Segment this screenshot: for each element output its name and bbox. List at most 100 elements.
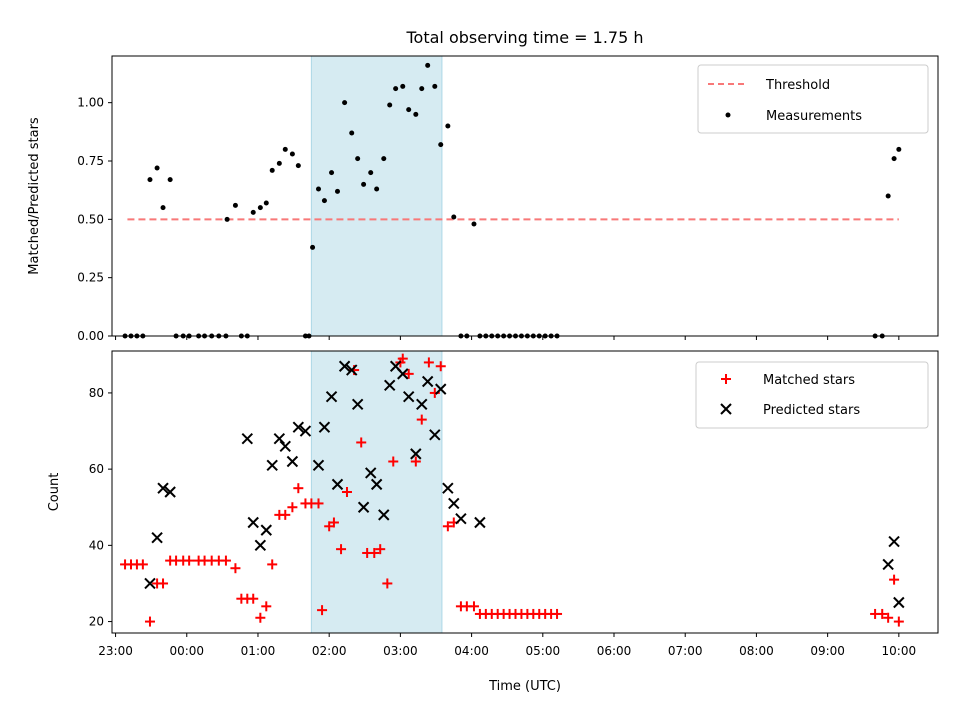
predicted-point [346, 364, 358, 376]
measurement-point [891, 156, 897, 162]
measurement-point [438, 142, 444, 148]
matched-point [317, 605, 328, 616]
matched-point [375, 544, 386, 555]
measurement-point [160, 205, 166, 211]
predicted-point [164, 486, 176, 498]
measurement-point [413, 111, 419, 117]
measurement-point [295, 163, 301, 169]
legend-plus-marker [721, 374, 731, 384]
measurement-point [289, 151, 295, 157]
x-tick-label: 07:00 [668, 644, 703, 658]
matched-point [280, 509, 291, 520]
measurement-point [316, 186, 321, 192]
x-tick-label: 09:00 [810, 644, 845, 658]
measurement-point [471, 221, 477, 227]
measurement-point [393, 86, 399, 92]
measurement-point [310, 244, 316, 250]
matched-point [328, 517, 339, 528]
chart-title: Total observing time = 1.75 h [405, 28, 643, 47]
predicted-point [448, 497, 460, 510]
predicted-point [888, 535, 900, 548]
measurement-point [885, 193, 891, 199]
matched-point [369, 547, 380, 558]
measurement-point [349, 130, 355, 136]
matched-point [336, 544, 347, 555]
matched-point [261, 601, 272, 612]
measurement-point [432, 83, 438, 89]
x-tick-label: 23:00 [98, 644, 133, 658]
predicted-point [151, 532, 163, 544]
predicted-point [370, 478, 383, 491]
matched-point [230, 563, 241, 574]
count-y-axis-ticks: 20 40 60 80 [89, 386, 112, 629]
predicted-point [157, 482, 169, 494]
count-legend: Matched stars Predicted stars [695, 361, 929, 429]
y-tick-label: 0.25 [77, 271, 104, 285]
measurement-point [374, 186, 380, 192]
measurement-point [342, 100, 348, 106]
measurement-point [419, 86, 425, 92]
matched-point [287, 502, 298, 513]
predicted-point [383, 379, 396, 392]
predicted-point [273, 432, 286, 445]
matched-point [435, 361, 446, 372]
predicted-point [410, 448, 422, 460]
measurement-point [381, 156, 387, 162]
matched-point [267, 559, 278, 570]
predicted-point [357, 501, 370, 513]
matched-point [293, 483, 304, 494]
matched-point [877, 608, 888, 619]
y-tick-label: 40 [89, 538, 104, 552]
legend-matched-label: Matched stars [763, 373, 855, 388]
ratio-legend-box [697, 64, 929, 134]
y-tick-label: 0.00 [77, 329, 104, 343]
matched-point [382, 578, 393, 589]
x-tick-label: 06:00 [597, 644, 632, 658]
matched-point [552, 608, 563, 619]
predicted-point [331, 478, 344, 491]
predicted-point [402, 391, 415, 403]
matched-point [883, 612, 894, 623]
observing-span-bottom [310, 350, 443, 634]
predicted-point [378, 509, 390, 521]
count-y-axis-label: Count [47, 473, 62, 512]
predicted-point [292, 421, 305, 433]
ratio-panel-frame [111, 55, 939, 337]
predicted-point [455, 512, 467, 525]
predicted-point [435, 383, 447, 395]
matched-point [423, 357, 434, 368]
predicted-points [144, 360, 905, 609]
matched-point [889, 574, 900, 585]
x-axis-label: Time (UTC) [488, 679, 561, 694]
measurement-point [451, 214, 457, 220]
matched-point [410, 456, 421, 467]
matched-point [397, 353, 408, 364]
measurement-point [445, 123, 451, 129]
measurement-point [269, 167, 275, 173]
predicted-point [882, 558, 894, 571]
matched-point [893, 616, 904, 627]
y-tick-label: 0.75 [77, 154, 104, 168]
legend-predicted-swatch [720, 403, 732, 415]
measurement-point [282, 146, 288, 152]
predicted-point [286, 455, 299, 468]
legend-measurement-swatch [725, 112, 731, 118]
matched-point [220, 555, 231, 566]
ratio-y-axis-ticks: 0.00 0.25 0.50 0.75 1.00 [77, 96, 112, 343]
matched-point [144, 616, 155, 627]
legend-matched-swatch [721, 374, 731, 384]
measurement-point [387, 102, 393, 108]
y-tick-label: 60 [89, 462, 104, 476]
matched-point [158, 578, 169, 589]
count-panel-frame [111, 350, 939, 634]
count-legend-box [695, 361, 929, 429]
measurement-point [257, 205, 263, 211]
predicted-point [260, 524, 272, 536]
matched-point [137, 559, 148, 570]
x-tick-label: 02:00 [312, 644, 347, 658]
matched-point [184, 555, 195, 566]
observing-span [310, 350, 443, 634]
measurement-point [232, 202, 238, 208]
y-tick-label: 20 [89, 615, 104, 629]
